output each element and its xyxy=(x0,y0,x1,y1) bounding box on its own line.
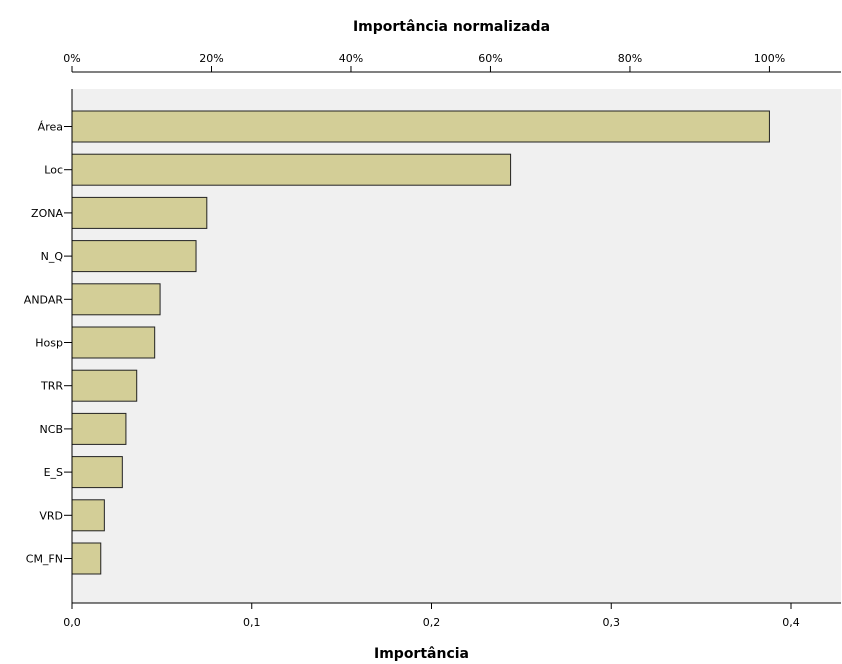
x2-tick-label: 0% xyxy=(63,52,80,65)
category-label: Loc xyxy=(44,164,63,177)
x-tick-label: 0,1 xyxy=(243,616,261,629)
bar-9 xyxy=(71,499,105,532)
category-label: TRR xyxy=(40,380,63,393)
axes-group xyxy=(64,66,841,609)
x-tick-label: 0,2 xyxy=(423,616,441,629)
x2-tick-label: 20% xyxy=(199,52,223,65)
bar-3 xyxy=(71,240,197,273)
category-label: Área xyxy=(38,121,63,134)
x2-tick-label: 40% xyxy=(339,52,363,65)
bar-4 xyxy=(71,283,161,316)
category-label: NCB xyxy=(40,423,63,436)
x-tick-label: 0,4 xyxy=(782,616,800,629)
bars-group xyxy=(71,110,770,575)
category-label: ANDAR xyxy=(24,293,64,306)
x2-tick-label: 100% xyxy=(754,52,785,65)
labels-group: Área Loc ZONA N_Q ANDAR Hosp TRR NCB E_S VRD CM_FN… xyxy=(24,52,800,629)
category-label: CM_FN xyxy=(26,553,63,566)
x-tick-label: 0,0 xyxy=(63,616,81,629)
bar-5 xyxy=(71,326,156,359)
category-label: N_Q xyxy=(41,250,64,263)
bar-7 xyxy=(71,412,127,445)
bar-1 xyxy=(71,153,512,186)
category-label: VRD xyxy=(39,509,63,522)
top-axis-title: Importância normalizada xyxy=(353,19,550,35)
bar-6 xyxy=(71,369,138,402)
category-label: E_S xyxy=(44,466,63,479)
bar-0 xyxy=(71,110,770,143)
category-label: ZONA xyxy=(31,207,63,220)
bar-2 xyxy=(71,196,208,229)
bar-8 xyxy=(71,456,123,489)
x2-tick-label: 80% xyxy=(618,52,642,65)
bar-10 xyxy=(71,542,102,575)
x2-tick-label: 60% xyxy=(478,52,502,65)
bottom-axis-title: Importância xyxy=(374,646,469,662)
category-label: Hosp xyxy=(35,337,63,350)
x-tick-label: 0,3 xyxy=(603,616,621,629)
